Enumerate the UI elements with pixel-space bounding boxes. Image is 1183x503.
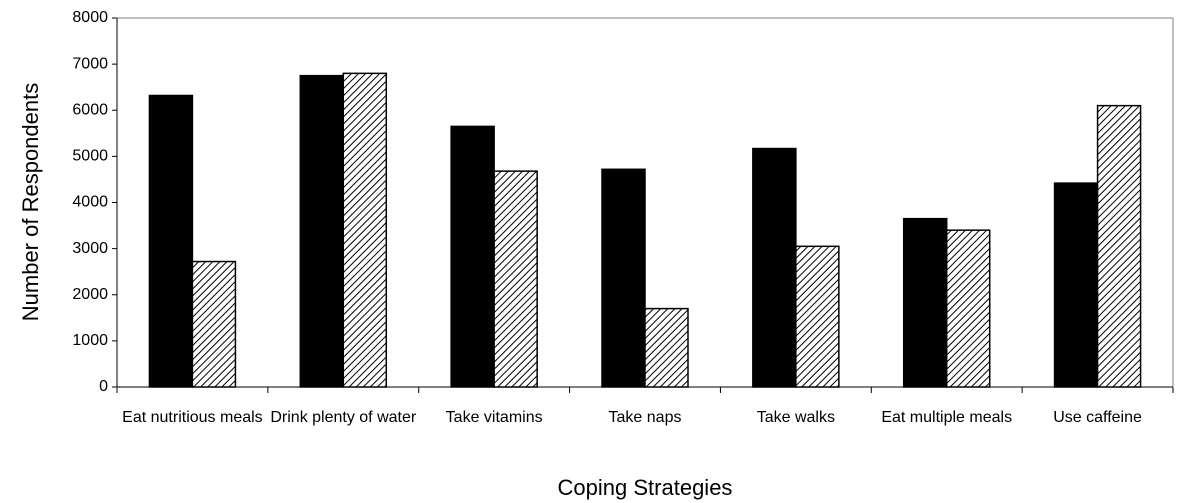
bar (795, 245, 840, 388)
x-tick-label: Take naps (608, 409, 682, 426)
bar (1096, 104, 1142, 388)
bar (601, 168, 646, 388)
y-tick-label: 6000 (72, 101, 108, 118)
bar (1053, 182, 1099, 388)
y-tick-label: 0 (99, 378, 108, 395)
bar (148, 94, 194, 388)
y-tick-label: 2000 (72, 286, 108, 303)
x-tick-label: Take walks (756, 409, 835, 426)
x-tick-label: Take vitamins (445, 409, 543, 426)
y-tick-label: 3000 (72, 240, 108, 257)
bar (299, 74, 345, 388)
x-tick-label: Drink plenty of water (270, 409, 417, 426)
y-tick-label: 5000 (72, 148, 108, 165)
bar (902, 217, 948, 388)
y-tick-label: 1000 (72, 332, 108, 349)
y-tick-label: 7000 (72, 55, 108, 72)
bar (644, 307, 689, 388)
bar (342, 72, 388, 388)
bar (191, 260, 237, 388)
bar (493, 170, 538, 388)
y-axis-title: Number of Respondents (18, 83, 43, 321)
y-tick-label: 4000 (72, 194, 108, 211)
x-tick-label: Eat multiple meals (881, 409, 1013, 426)
x-tick-label: Eat nutritious meals (122, 409, 263, 426)
bar (945, 229, 991, 388)
bar (450, 125, 495, 388)
bar (752, 147, 797, 388)
x-tick-label: Use caffeine (1053, 409, 1142, 426)
x-axis-title: Coping Strategies (558, 475, 733, 500)
y-tick-label: 8000 (72, 9, 108, 26)
